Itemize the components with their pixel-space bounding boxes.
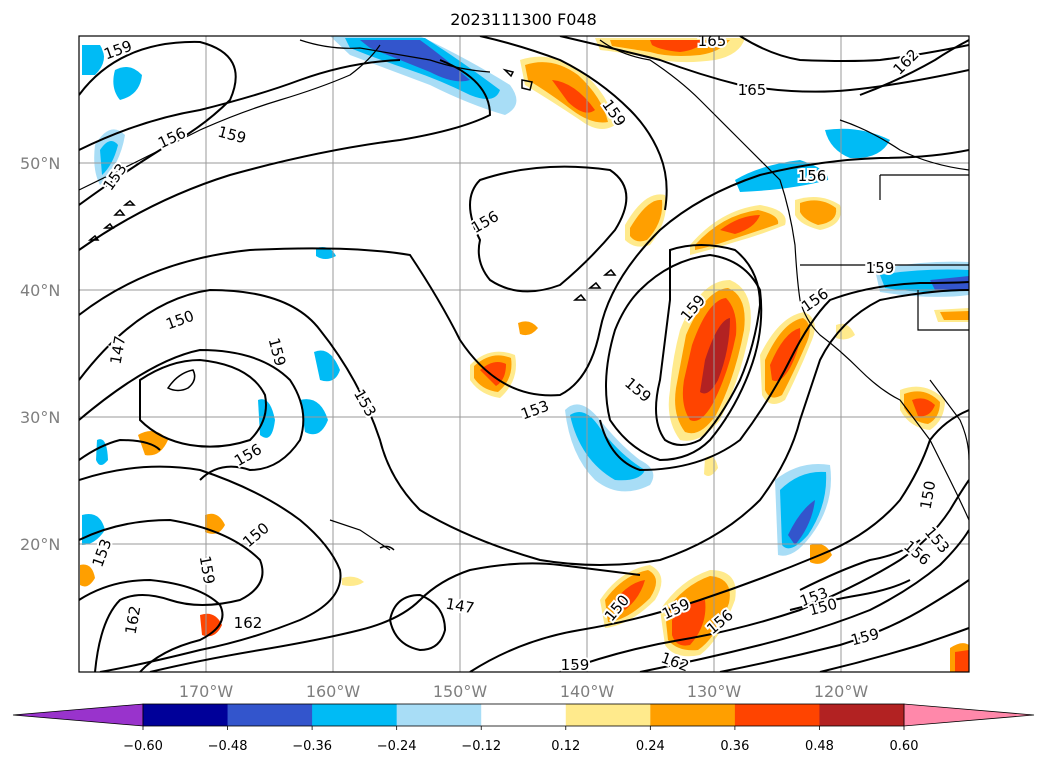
- lon-label: 150°W: [433, 682, 488, 701]
- colorbar-swatch: [650, 704, 736, 726]
- lon-label: 170°W: [179, 682, 234, 701]
- colorbar-tick-label: −0.12: [461, 739, 501, 754]
- contour-label: 150: [163, 307, 196, 334]
- map-frame: [78, 35, 970, 673]
- contour-label: 153: [518, 397, 551, 424]
- contour-label: 159: [196, 554, 219, 585]
- colorbar-swatch: [734, 704, 820, 726]
- contour-label: 165: [738, 81, 767, 99]
- lat-label: 50°N: [20, 154, 60, 173]
- colorbar-swatch: [819, 704, 905, 726]
- colorbar-tick-label: −0.60: [123, 739, 163, 754]
- lat-labels: 50°N 40°N 30°N 20°N: [20, 154, 60, 554]
- contour-label: 162: [890, 46, 923, 79]
- colorbar-swatch: [565, 704, 651, 726]
- contour-label: 159: [101, 37, 134, 64]
- lon-label: 120°W: [814, 682, 869, 701]
- contour-label: 150: [917, 479, 940, 510]
- contour-label: 147: [107, 334, 130, 365]
- colorbar-tick-label: 0.36: [720, 739, 749, 754]
- contour-label: 159: [621, 374, 655, 406]
- colorbar-tick-label: 0.24: [636, 739, 665, 754]
- contour-label: 156: [155, 124, 189, 152]
- colorbar-tick-label: −0.36: [292, 739, 332, 754]
- lat-label: 30°N: [20, 408, 60, 427]
- contour-label: 156: [468, 207, 502, 237]
- lon-labels: 170°W 160°W 150°W 140°W 130°W 120°W: [179, 682, 869, 701]
- colorbar-swatch: [481, 704, 567, 726]
- colorbar-extend-max: [903, 703, 1035, 727]
- colorbar: −0.60 −0.48 −0.36 −0.24 −0.12 0.12 0.24 0.36 0.4…: [12, 703, 1035, 754]
- contour-label: 159: [216, 123, 248, 148]
- colorbar-swatch: [143, 704, 229, 726]
- contour-label: 153: [350, 386, 380, 420]
- contour-label: 159: [849, 625, 881, 650]
- colorbar-tick-label: 0.48: [805, 739, 834, 754]
- graticule: [79, 36, 969, 672]
- colorbar-tick-label: −0.24: [377, 739, 417, 754]
- lon-label: 160°W: [306, 682, 361, 701]
- map-title: 2023111300 F048: [450, 10, 597, 29]
- contour-label: 147: [444, 595, 475, 618]
- contour-label: 165: [698, 32, 727, 50]
- colorbar-tick-label: 0.12: [551, 739, 580, 754]
- lon-label: 130°W: [687, 682, 742, 701]
- colorbar-frame: [142, 703, 905, 727]
- contour-label: 162: [234, 614, 263, 632]
- contour-label: 159: [561, 656, 590, 674]
- contour-label: 156: [798, 167, 827, 185]
- colorbar-extend-min: [12, 703, 144, 727]
- colorbar-swatch: [396, 704, 482, 726]
- contour-label: 159: [866, 259, 895, 277]
- colorbar-swatch: [312, 704, 398, 726]
- colorbar-swatch: [227, 704, 313, 726]
- lat-label: 40°N: [20, 281, 60, 300]
- colorbar-tick-label: −0.48: [208, 739, 248, 754]
- height-contours: [79, 36, 969, 672]
- lat-label: 20°N: [20, 535, 60, 554]
- colorbar-tick-label: 0.60: [890, 739, 919, 754]
- contour-label: 162: [122, 604, 145, 635]
- lon-label: 140°W: [560, 682, 615, 701]
